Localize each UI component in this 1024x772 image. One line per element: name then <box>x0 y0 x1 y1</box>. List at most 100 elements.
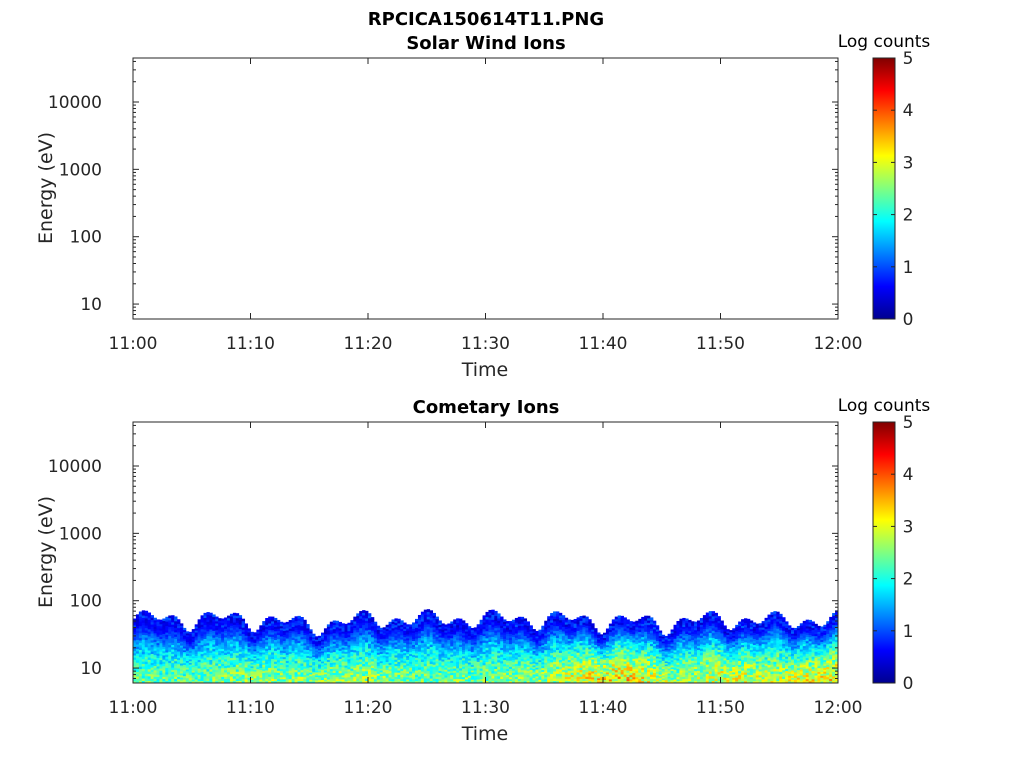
heatmap-cell <box>433 639 436 642</box>
heatmap-cell <box>418 624 421 627</box>
heatmap-cell <box>209 627 212 630</box>
heatmap-cell <box>204 641 207 644</box>
heatmap-cell <box>556 616 559 619</box>
heatmap-cell <box>139 650 142 653</box>
heatmap-cell <box>136 628 139 631</box>
heatmap-cell <box>486 629 489 632</box>
heatmap-cell <box>556 631 559 634</box>
heatmap-cell <box>151 642 154 645</box>
heatmap-cell <box>403 623 406 625</box>
heatmap-cell <box>204 662 207 665</box>
heatmap-cell <box>362 668 365 671</box>
heatmap-cell <box>418 642 421 645</box>
heatmap-cell <box>230 616 233 619</box>
heatmap-cell <box>356 627 359 630</box>
heatmap-cell <box>209 629 212 632</box>
heatmap-cell <box>424 641 427 644</box>
heatmap-cell <box>145 635 148 638</box>
heatmap-cell <box>550 676 553 679</box>
heatmap-cell <box>204 650 207 653</box>
heatmap-cell <box>550 648 553 651</box>
heatmap-cell <box>136 635 139 638</box>
heatmap-cell <box>362 673 365 676</box>
heatmap-cell <box>553 616 556 619</box>
heatmap-cell <box>418 663 421 666</box>
heatmap-cell <box>441 623 444 625</box>
heatmap-cell <box>218 618 221 621</box>
heatmap-cell <box>597 632 600 634</box>
heatmap-cell <box>350 620 353 623</box>
heatmap-cell <box>215 672 218 675</box>
heatmap-cell <box>421 621 424 624</box>
heatmap-cell <box>362 627 365 630</box>
heatmap-cell <box>556 664 559 667</box>
heatmap-cell <box>215 628 218 631</box>
heatmap-cell <box>206 622 209 625</box>
heatmap-cell <box>418 638 421 641</box>
heatmap-cell <box>494 633 497 636</box>
heatmap-cell <box>421 640 424 643</box>
heatmap-cell <box>145 649 148 652</box>
heatmap-cell <box>212 626 215 629</box>
heatmap-cell <box>494 661 497 664</box>
heatmap-cell <box>418 647 421 650</box>
heatmap-cell <box>362 615 365 618</box>
heatmap-cell <box>204 622 207 625</box>
heatmap-cell <box>365 649 368 652</box>
heatmap-cell <box>206 678 209 681</box>
heatmap-cell <box>230 637 233 640</box>
heatmap-cell <box>556 645 559 648</box>
heatmap-cell <box>559 664 562 667</box>
heatmap-cell <box>259 625 262 627</box>
heatmap-cell <box>430 625 433 628</box>
heatmap-cell <box>236 662 239 665</box>
heatmap-cell <box>418 633 421 636</box>
heatmap-cell <box>206 671 209 674</box>
heatmap-cell <box>139 676 142 679</box>
heatmap-cell <box>433 620 436 623</box>
heatmap-cell <box>421 650 424 653</box>
heatmap-cell <box>271 670 274 673</box>
heatmap-cell <box>368 641 371 644</box>
heatmap-cell <box>230 621 233 624</box>
heatmap-cell <box>430 630 433 633</box>
heatmap-cell <box>212 617 215 620</box>
heatmap-cell <box>151 665 154 668</box>
heatmap-cell <box>497 627 500 630</box>
heatmap-cell <box>212 672 215 675</box>
heatmap-cell <box>215 623 218 626</box>
heatmap-cell <box>148 643 151 646</box>
heatmap-cell <box>430 659 433 662</box>
heatmap-cell <box>556 642 559 645</box>
heatmap-cell <box>215 663 218 666</box>
heatmap-cell <box>427 649 430 652</box>
heatmap-cell <box>559 620 562 623</box>
heatmap-cell <box>556 650 559 653</box>
heatmap-cell <box>488 668 491 671</box>
heatmap-cell <box>206 626 209 629</box>
heatmap-cell <box>365 659 368 662</box>
heatmap-cell <box>494 623 497 626</box>
heatmap-cell <box>295 627 298 630</box>
heatmap-cell <box>206 629 209 632</box>
heatmap-cell <box>430 615 433 618</box>
heatmap-cell <box>206 655 209 658</box>
heatmap-cell <box>206 648 209 651</box>
heatmap-cell <box>556 673 559 676</box>
heatmap-cell <box>209 624 212 627</box>
heatmap-cell <box>136 623 139 626</box>
heatmap-cell <box>488 622 491 625</box>
heatmap-cell <box>145 664 148 667</box>
heatmap-cell <box>233 669 236 672</box>
heatmap-cell <box>427 666 430 669</box>
heatmap-cell <box>427 668 430 671</box>
heatmap-cell <box>550 622 553 625</box>
heatmap-cell <box>491 654 494 657</box>
heatmap-cell <box>556 676 559 679</box>
solar-wind-title: Solar Wind Ions <box>406 33 565 54</box>
heatmap-cell <box>233 613 236 616</box>
heatmap-cell <box>556 626 559 629</box>
heatmap-cell <box>212 665 215 668</box>
